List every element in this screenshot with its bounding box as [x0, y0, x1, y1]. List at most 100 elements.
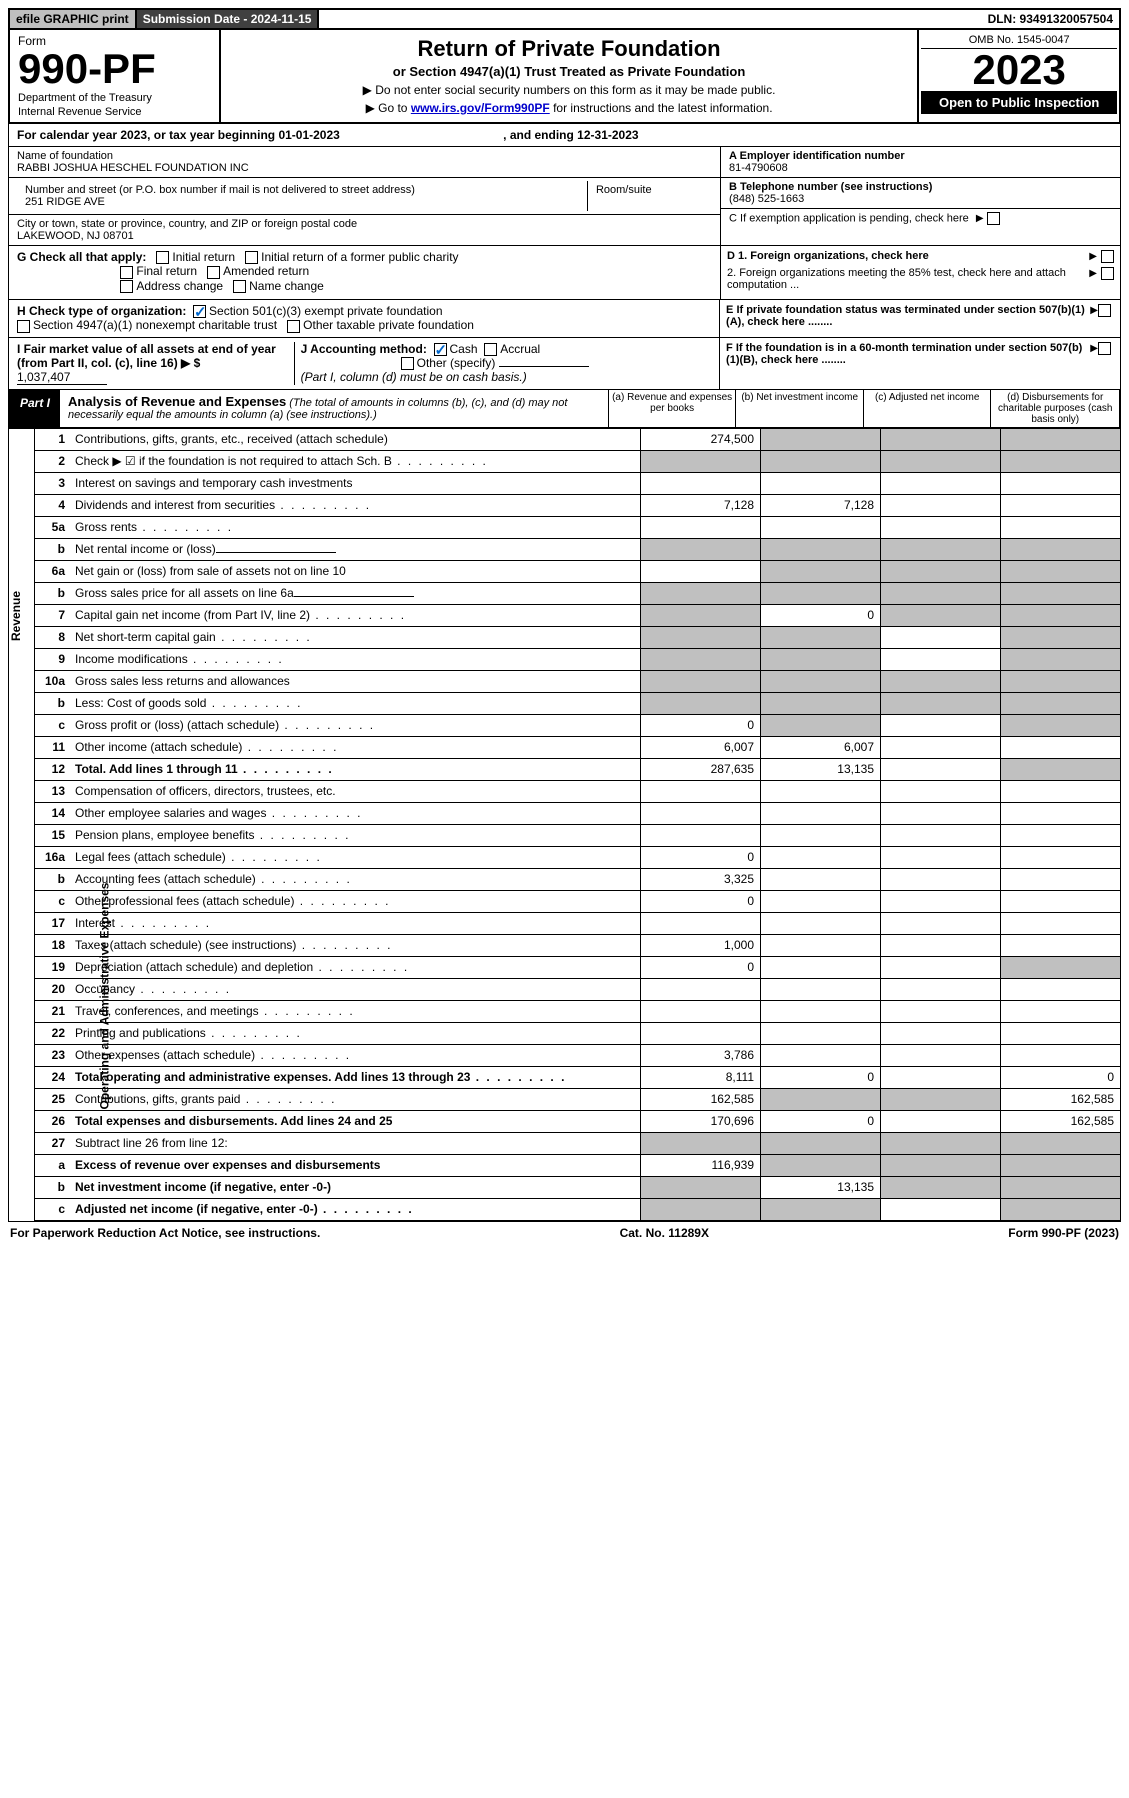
- col-a: [640, 583, 760, 604]
- j-accrual[interactable]: [484, 343, 497, 356]
- table-row: 7Capital gain net income (from Part IV, …: [35, 605, 1120, 627]
- i-label: I Fair market value of all assets at end…: [17, 342, 276, 370]
- table-row: cGross profit or (loss) (attach schedule…: [35, 715, 1120, 737]
- col-c: [880, 935, 1000, 956]
- col-c: [880, 1111, 1000, 1132]
- col-d: [1000, 1199, 1120, 1220]
- h-4947[interactable]: [17, 320, 30, 333]
- line-number: 10a: [35, 671, 71, 692]
- ein-label: A Employer identification number: [729, 150, 905, 162]
- h-501c3[interactable]: [193, 305, 206, 318]
- line-desc: Gross rents: [71, 517, 640, 538]
- col-b: [760, 715, 880, 736]
- d2-checkbox[interactable]: [1101, 267, 1114, 280]
- table-row: cOther professional fees (attach schedul…: [35, 891, 1120, 913]
- line-number: 6a: [35, 561, 71, 582]
- col-b: [760, 539, 880, 560]
- col-c: [880, 451, 1000, 472]
- col-d: [1000, 847, 1120, 868]
- line-desc: Interest on savings and temporary cash i…: [71, 473, 640, 494]
- line-desc: Accounting fees (attach schedule): [71, 869, 640, 890]
- col-d: [1000, 781, 1120, 802]
- c-label: C If exemption application is pending, c…: [729, 212, 969, 224]
- line-number: 4: [35, 495, 71, 516]
- city-state-zip: LAKEWOOD, NJ 08701: [17, 230, 712, 242]
- g-final-return[interactable]: [120, 266, 133, 279]
- j-other[interactable]: [401, 357, 414, 370]
- h-o3: Other taxable private foundation: [303, 318, 474, 332]
- table-row: 24Total operating and administrative exp…: [35, 1067, 1120, 1089]
- col-b: 0: [760, 605, 880, 626]
- col-a: 116,939: [640, 1155, 760, 1176]
- j-o2: Accrual: [500, 342, 540, 356]
- table-row: 6aNet gain or (loss) from sale of assets…: [35, 561, 1120, 583]
- col-c: [880, 1199, 1000, 1220]
- col-a: [640, 1177, 760, 1198]
- i-value: 1,037,407: [17, 370, 107, 385]
- g-amended[interactable]: [207, 266, 220, 279]
- col-c: [880, 1177, 1000, 1198]
- submission-date: Submission Date - 2024-11-15: [137, 10, 320, 28]
- line-number: 9: [35, 649, 71, 670]
- table-row: 25Contributions, gifts, grants paid162,5…: [35, 1089, 1120, 1111]
- col-b: 7,128: [760, 495, 880, 516]
- col-a: [640, 1199, 760, 1220]
- col-d: [1000, 913, 1120, 934]
- g-initial-return[interactable]: [156, 251, 169, 264]
- col-b: [760, 825, 880, 846]
- e-checkbox[interactable]: [1098, 304, 1111, 317]
- d-section: D 1. Foreign organizations, check here 2…: [720, 246, 1120, 299]
- col-b: [760, 693, 880, 714]
- line-desc: Occupancy: [71, 979, 640, 1000]
- h-e-section: H Check type of organization: Section 50…: [8, 300, 1121, 338]
- col-b: 13,135: [760, 1177, 880, 1198]
- footer-right: Form 990-PF (2023): [1008, 1226, 1119, 1240]
- line-desc: Contributions, gifts, grants, etc., rece…: [71, 429, 640, 450]
- j-cash[interactable]: [434, 343, 447, 356]
- i-j-section: I Fair market value of all assets at end…: [9, 338, 720, 389]
- g-name-change[interactable]: [233, 280, 246, 293]
- line-desc: Capital gain net income (from Part IV, l…: [71, 605, 640, 626]
- col-a-header: (a) Revenue and expenses per books: [609, 390, 737, 427]
- col-d: [1000, 1155, 1120, 1176]
- col-d: [1000, 737, 1120, 758]
- g-initial-public[interactable]: [245, 251, 258, 264]
- line-desc: Total. Add lines 1 through 11: [71, 759, 640, 780]
- col-d: [1000, 759, 1120, 780]
- line-desc: Dividends and interest from securities: [71, 495, 640, 516]
- efile-button[interactable]: efile GRAPHIC print: [10, 10, 137, 28]
- d1-checkbox[interactable]: [1101, 250, 1114, 263]
- line-desc: Interest: [71, 913, 640, 934]
- h-o2: Section 4947(a)(1) nonexempt charitable …: [33, 318, 277, 332]
- h-label: H Check type of organization:: [17, 304, 186, 318]
- table-row: bLess: Cost of goods sold: [35, 693, 1120, 715]
- irs-link[interactable]: www.irs.gov/Form990PF: [411, 101, 550, 115]
- g-address-change[interactable]: [120, 280, 133, 293]
- h-other-taxable[interactable]: [287, 320, 300, 333]
- dept-treasury: Department of the Treasury: [18, 92, 211, 104]
- c-checkbox[interactable]: [987, 212, 1000, 225]
- col-d: [1000, 891, 1120, 912]
- revenue-label: Revenue: [9, 591, 23, 641]
- line-number: a: [35, 1155, 71, 1176]
- line-desc: Gross profit or (loss) (attach schedule): [71, 715, 640, 736]
- col-c: [880, 759, 1000, 780]
- form-number: 990-PF: [18, 48, 211, 90]
- city-cell: City or town, state or province, country…: [9, 215, 720, 245]
- col-b: [760, 429, 880, 450]
- col-b: [760, 561, 880, 582]
- col-d: [1000, 517, 1120, 538]
- footer: For Paperwork Reduction Act Notice, see …: [8, 1222, 1121, 1240]
- col-d-header: (d) Disbursements for charitable purpose…: [991, 390, 1119, 427]
- f-checkbox[interactable]: [1098, 342, 1111, 355]
- line-desc: Total expenses and disbursements. Add li…: [71, 1111, 640, 1132]
- col-b: [760, 957, 880, 978]
- line-desc: Contributions, gifts, grants paid: [71, 1089, 640, 1110]
- col-d: [1000, 715, 1120, 736]
- col-a: [640, 451, 760, 472]
- col-b: 13,135: [760, 759, 880, 780]
- col-c: [880, 539, 1000, 560]
- col-c: [880, 1133, 1000, 1154]
- line-desc: Net gain or (loss) from sale of assets n…: [71, 561, 640, 582]
- col-b: [760, 1133, 880, 1154]
